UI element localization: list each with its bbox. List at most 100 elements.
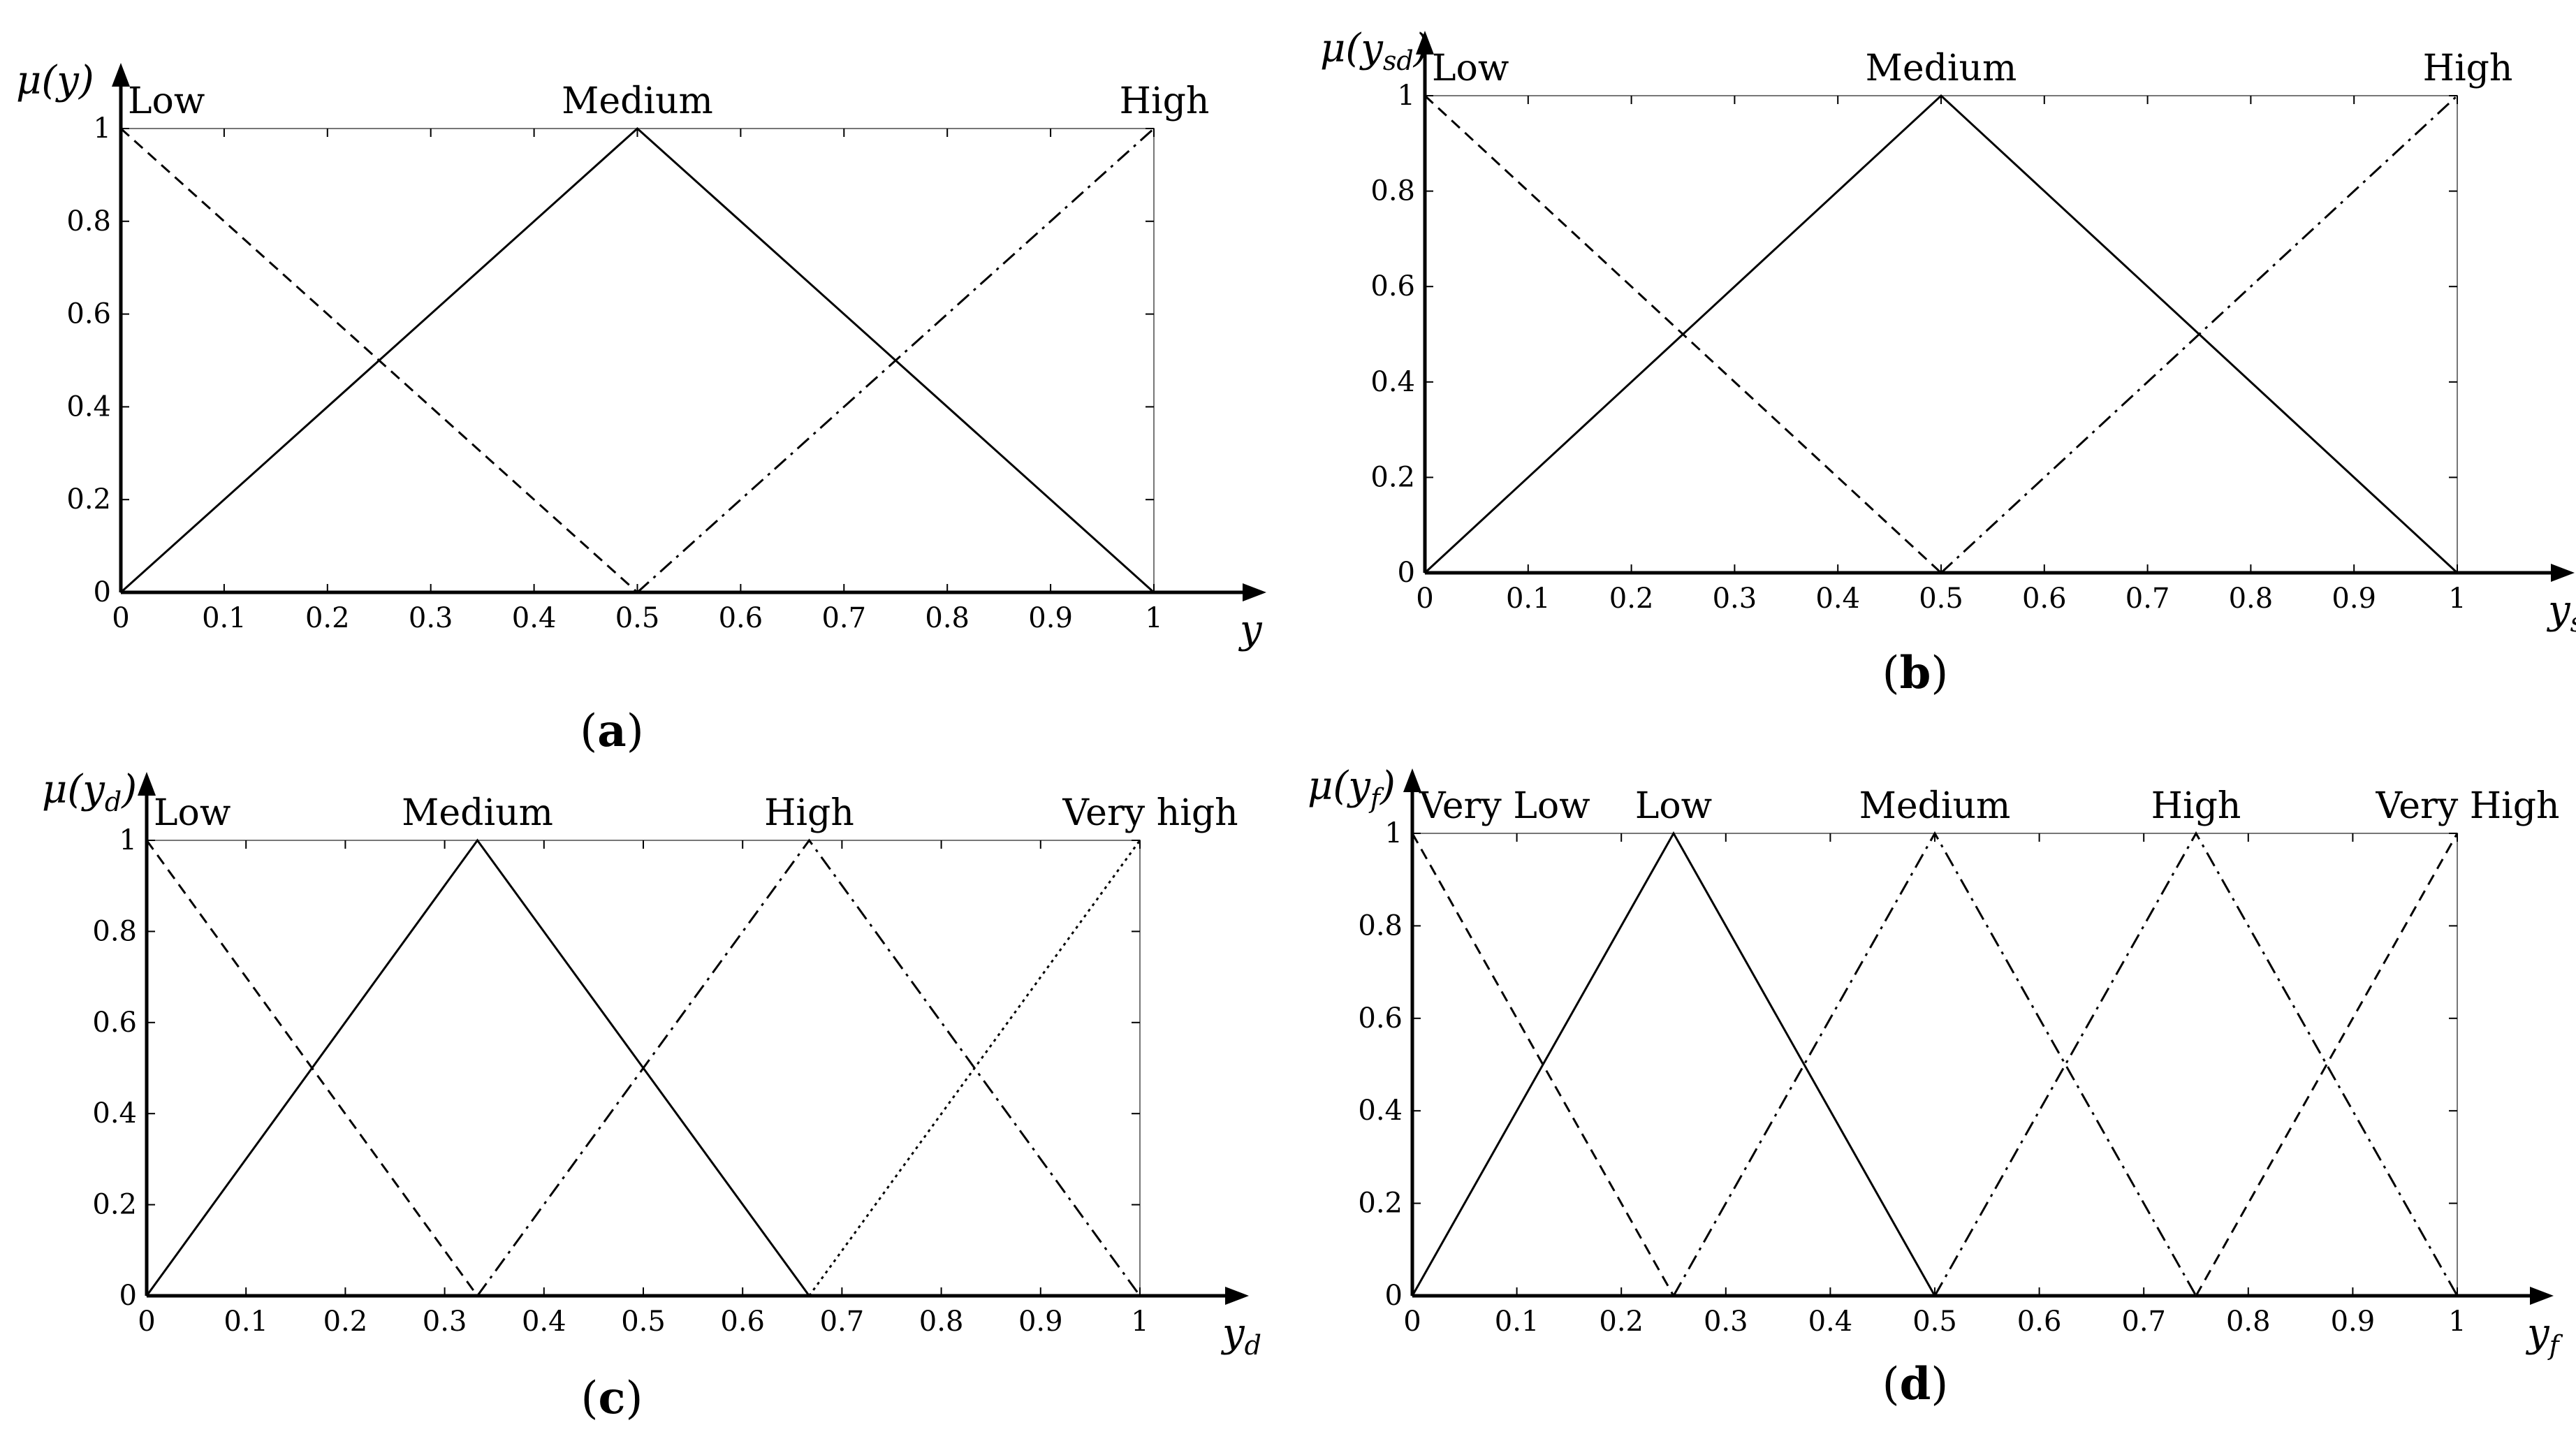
series-name-label: High	[1120, 80, 1210, 122]
x-tick-label: 0.7	[821, 602, 866, 634]
panel-caption: (a)	[580, 705, 643, 757]
y-tick-label: 0.8	[66, 205, 111, 238]
y-tick-label: 0.2	[1370, 461, 1415, 493]
series-name-label: Low	[154, 792, 230, 834]
y-tick-label: 0	[1385, 1280, 1403, 1312]
caption-open: (	[581, 1373, 599, 1424]
series-name-label: High	[764, 792, 854, 834]
caption-close: )	[625, 1373, 643, 1424]
x-tick-label: 0.6	[719, 602, 763, 634]
series-name-label: Very Low	[1419, 785, 1590, 827]
x-tick-label: 0.4	[1815, 583, 1860, 615]
x-tick-label: 0.3	[409, 602, 453, 634]
panel-c: 0 0.1 0.2 0.3 0.4 0.5 0.6 0.7 0.8 0.9 1 0 0.2 0.4 0.6 0…	[42, 767, 1261, 1424]
y-axis-label-suffix: )	[121, 767, 137, 812]
x-tick-label: 0.7	[2121, 1306, 2166, 1338]
x-tick-label: 0	[112, 602, 129, 634]
plot-frame	[120, 128, 1155, 593]
plot-frame	[1424, 95, 2458, 573]
series-line-3	[1933, 831, 2459, 1296]
x-tick-label: 0.8	[2229, 583, 2274, 615]
x-tick-label: 0.4	[1808, 1306, 1853, 1338]
x-axis-label: ysd	[2546, 587, 2576, 638]
y-axis-label-prefix: μ(	[1308, 764, 1349, 809]
y-tick-label: 0.8	[92, 915, 137, 947]
x-tick-label: 1	[1145, 602, 1162, 634]
series-line-1	[1424, 94, 2459, 574]
panel-caption: (b)	[1882, 647, 1949, 699]
x-axis-arrow-icon	[1243, 583, 1266, 601]
x-tick-label: 0.2	[1609, 583, 1654, 615]
caption-letter: c	[599, 1372, 626, 1424]
y-tick-label: 0.2	[92, 1189, 137, 1221]
series-line-3	[808, 840, 1141, 1296]
y-axis-arrow-icon	[1416, 31, 1434, 54]
series-name-label: Medium	[402, 792, 553, 834]
x-tick-label: 0	[1403, 1306, 1421, 1338]
y-tick-label: 0.2	[1358, 1188, 1403, 1220]
x-tick-label: 0.9	[1018, 1306, 1063, 1338]
y-axis-arrow-icon	[138, 772, 156, 796]
y-axis-label-suffix: )	[1380, 764, 1396, 809]
x-tick-label: 0.3	[1713, 583, 1757, 615]
x-tick-label: 0.4	[522, 1306, 566, 1338]
caption-open: (	[580, 706, 597, 757]
x-tick-label: 0.5	[615, 602, 660, 634]
x-axis-label-sub: f	[2547, 1330, 2563, 1361]
series-name-label: Medium	[562, 80, 713, 122]
y-axis-label: μ(yf)	[1308, 764, 1396, 814]
y-tick-label: 1	[1385, 817, 1403, 849]
y-axis-label-var: y	[80, 767, 105, 812]
x-axis-label: yf	[2525, 1310, 2563, 1361]
y-tick-label: 0.4	[1370, 366, 1415, 398]
panel-a: 0 0.1 0.2 0.3 0.4 0.5 0.6 0.7 0.8 0.9 1 0 0.2 0.4 0.6 0…	[16, 58, 1266, 757]
y-tick-label: 0	[119, 1280, 137, 1312]
caption-letter: a	[597, 705, 626, 757]
series-line-2	[1940, 94, 2459, 574]
series-name-label: Very High	[2375, 785, 2559, 827]
x-tick-label: 0.3	[1704, 1306, 1748, 1338]
x-axis-label-main: y	[1220, 1310, 1245, 1356]
y-tick-label: 0.4	[92, 1097, 137, 1130]
x-tick-label: 0.9	[2331, 1306, 2376, 1338]
x-tick-label: 0.8	[919, 1306, 964, 1338]
x-tick-label: 0.7	[2125, 583, 2170, 615]
x-tick-label: 0.2	[1599, 1306, 1644, 1338]
y-tick-label: 0.8	[1358, 909, 1403, 942]
x-axis-label-main: y	[2525, 1310, 2550, 1356]
series-line-2	[1672, 831, 2197, 1296]
caption-letter: b	[1900, 647, 1931, 699]
x-tick-label: 0.2	[305, 602, 350, 634]
x-tick-label: 0.9	[1028, 602, 1073, 634]
series-name-label: Medium	[1859, 785, 2011, 827]
x-axis-label-main: y	[2546, 587, 2571, 633]
x-tick-label: 1	[2448, 1306, 2466, 1338]
panel-caption: (c)	[581, 1372, 643, 1424]
series-line-1	[145, 838, 810, 1296]
x-axis-label: yd	[1220, 1310, 1261, 1361]
y-axis-label-var: y	[1346, 764, 1371, 809]
caption-open: (	[1882, 1359, 1900, 1410]
y-axis-label-suffix: )	[78, 58, 94, 103]
series-line-2	[636, 127, 1155, 594]
x-tick-label: 0	[1416, 583, 1433, 615]
x-axis-arrow-icon	[2530, 1287, 2554, 1305]
panel-d: 0 0.1 0.2 0.3 0.4 0.5 0.6 0.7 0.8 0.9 1 0 0.2 0.4 0.6 0…	[1308, 764, 2563, 1410]
x-axis-arrow-icon	[1225, 1287, 1249, 1305]
caption-open: (	[1882, 648, 1900, 699]
x-axis-label-main: y	[1238, 607, 1263, 652]
x-tick-label: 0.4	[512, 602, 557, 634]
y-axis-label-sub: d	[105, 787, 122, 817]
x-tick-label: 0.1	[202, 602, 247, 634]
x-axis-label-sub: sd	[2570, 607, 2576, 638]
x-tick-label: 0.7	[820, 1306, 865, 1338]
x-tick-label: 1	[1131, 1306, 1148, 1338]
y-tick-label: 0.6	[66, 298, 111, 330]
x-tick-label: 0.3	[423, 1306, 467, 1338]
x-axis-arrow-icon	[2551, 564, 2575, 582]
y-axis-label-var: y	[1359, 26, 1384, 71]
y-tick-label: 0.2	[66, 483, 111, 516]
series-name-label: Medium	[1866, 48, 2017, 89]
y-axis-label-var: y	[54, 58, 80, 103]
